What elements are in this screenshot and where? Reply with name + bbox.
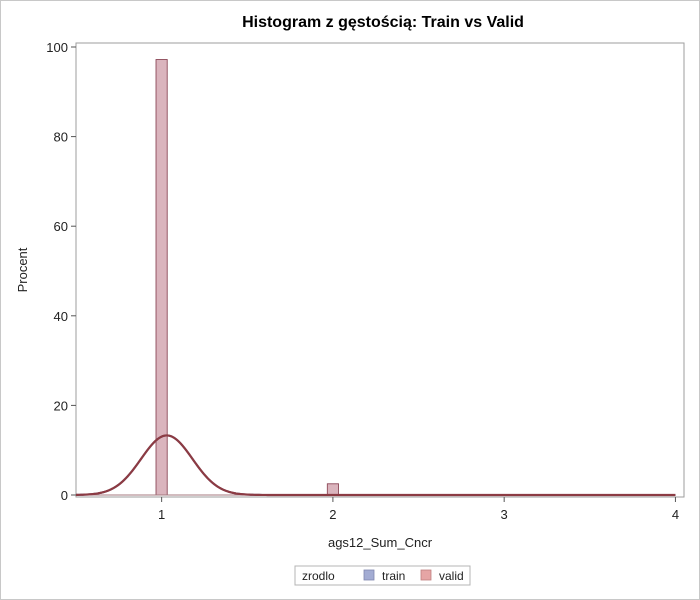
x-axis-label: ags12_Sum_Cncr: [328, 535, 433, 550]
legend: zrodlo train valid: [294, 565, 471, 586]
y-tick-label: 100: [46, 40, 68, 55]
plot-area: [75, 42, 685, 498]
legend-swatch-train: [363, 569, 375, 581]
y-tick-label: 60: [54, 219, 68, 234]
legend-label-valid: valid: [439, 569, 464, 583]
x-tick-label: 1: [158, 507, 165, 522]
chart-title: Histogram z gęstością: Train vs Valid: [242, 14, 524, 31]
legend-swatch-valid: [420, 569, 432, 581]
y-tick-label: 40: [54, 309, 68, 324]
legend-title: zrodlo: [302, 569, 335, 583]
y-axis: 0 20 40 60 80 100: [46, 40, 76, 503]
x-tick-label: 4: [672, 507, 679, 522]
bar-valid-1: [155, 59, 168, 496]
y-tick-label: 80: [54, 130, 68, 145]
legend-label-train: train: [382, 569, 405, 583]
bar-valid-2: [326, 483, 339, 496]
x-tick-label: 2: [329, 507, 336, 522]
density-curve-valid: [75, 434, 676, 497]
density-curve-group: [75, 434, 676, 497]
y-tick-label: 20: [54, 398, 68, 413]
histogram-bars: [76, 59, 676, 496]
y-axis-label: Procent: [15, 247, 30, 292]
x-axis: 1 2 3 4: [158, 497, 679, 522]
x-tick-label: 3: [501, 507, 508, 522]
y-tick-label: 0: [61, 488, 68, 503]
